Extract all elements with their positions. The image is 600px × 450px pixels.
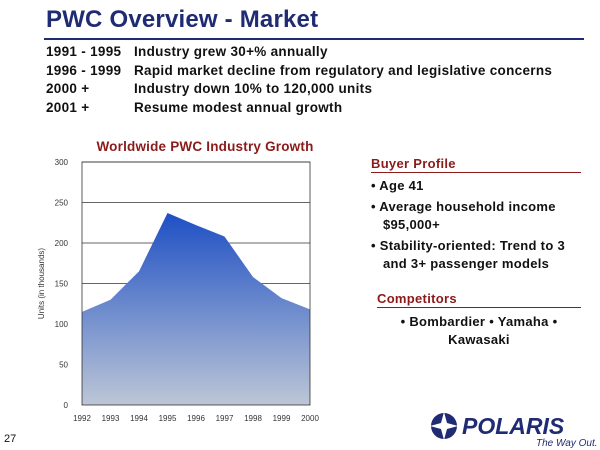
slide-title: PWC Overview - Market — [46, 6, 319, 33]
timeline-period: 2000 + — [46, 81, 90, 96]
y-tick-label: 200 — [55, 239, 69, 248]
y-tick-label: 0 — [64, 401, 69, 410]
x-tick-labels: 1992 1993 1994 1995 1996 1997 1998 1999 2000 — [73, 414, 319, 423]
page-number: 27 — [4, 433, 17, 445]
buyer-profile-item: • Average household income $95,000+ — [371, 199, 556, 232]
x-tick-label: 1999 — [273, 414, 291, 423]
timeline-description: Rapid market decline from regulatory and… — [134, 62, 553, 78]
polaris-logo: POLARIS The Way Out. — [430, 412, 598, 448]
timeline: 1991 - 1995 Industry grew 30+% annually … — [46, 43, 552, 117]
timeline-description: Industry grew 30+% annually — [134, 44, 328, 59]
plot-frame — [81, 161, 311, 406]
star-emblem-icon — [430, 412, 458, 440]
y-tick-label: 150 — [55, 280, 69, 289]
timeline-row: 1991 - 1995 Industry grew 30+% annually — [46, 43, 552, 62]
y-tick-label: 250 — [55, 199, 69, 208]
y-tick-label: 300 — [55, 158, 69, 167]
buyer-profile-item: • Stability-oriented: Trend to 3 and 3+ … — [371, 238, 565, 271]
buyer-profile-list: • Age 41 • Average household income $95,… — [371, 177, 586, 276]
timeline-description: Resume modest annual growth — [134, 99, 343, 115]
x-tick-label: 1993 — [102, 414, 120, 423]
x-tick-label: 1995 — [159, 414, 177, 423]
buyer-profile-item: • Age 41 — [371, 178, 424, 193]
buyer-profile-heading: Buyer Profile — [371, 156, 581, 173]
timeline-row: 1996 - 1999 Rapid market decline from re… — [46, 62, 552, 81]
logo-tagline: The Way Out. — [536, 438, 598, 448]
x-tick-label: 1997 — [216, 414, 234, 423]
y-tick-labels: 0 50 100 150 200 250 300 — [55, 158, 69, 410]
timeline-period: 1991 - 1995 — [46, 44, 122, 59]
x-tick-label: 1992 — [73, 414, 91, 423]
y-axis-label: Units (in thousands) — [37, 248, 46, 319]
area-series — [82, 213, 310, 405]
x-tick-label: 2000 — [301, 414, 319, 423]
competitors-list: • Bombardier • Yamaha • Kawasaki — [400, 314, 558, 347]
x-tick-label: 1994 — [130, 414, 148, 423]
timeline-period: 1996 - 1999 — [46, 62, 122, 78]
timeline-row: 2000 + Industry down 10% to 120,000 unit… — [46, 80, 552, 99]
timeline-period: 2001 + — [46, 99, 90, 115]
y-tick-label: 50 — [59, 361, 68, 370]
timeline-row: 2001 + Resume modest annual growth — [46, 99, 552, 118]
logo-wordmark: POLARIS — [462, 413, 565, 439]
x-tick-label: 1998 — [244, 414, 262, 423]
competitors-heading: Competitors — [377, 291, 581, 308]
x-tick-label: 1996 — [187, 414, 205, 423]
chart-title: Worldwide PWC Industry Growth — [96, 139, 314, 154]
y-tick-label: 100 — [55, 320, 69, 329]
timeline-description: Industry down 10% to 120,000 units — [134, 81, 373, 96]
title-underline — [44, 38, 584, 40]
